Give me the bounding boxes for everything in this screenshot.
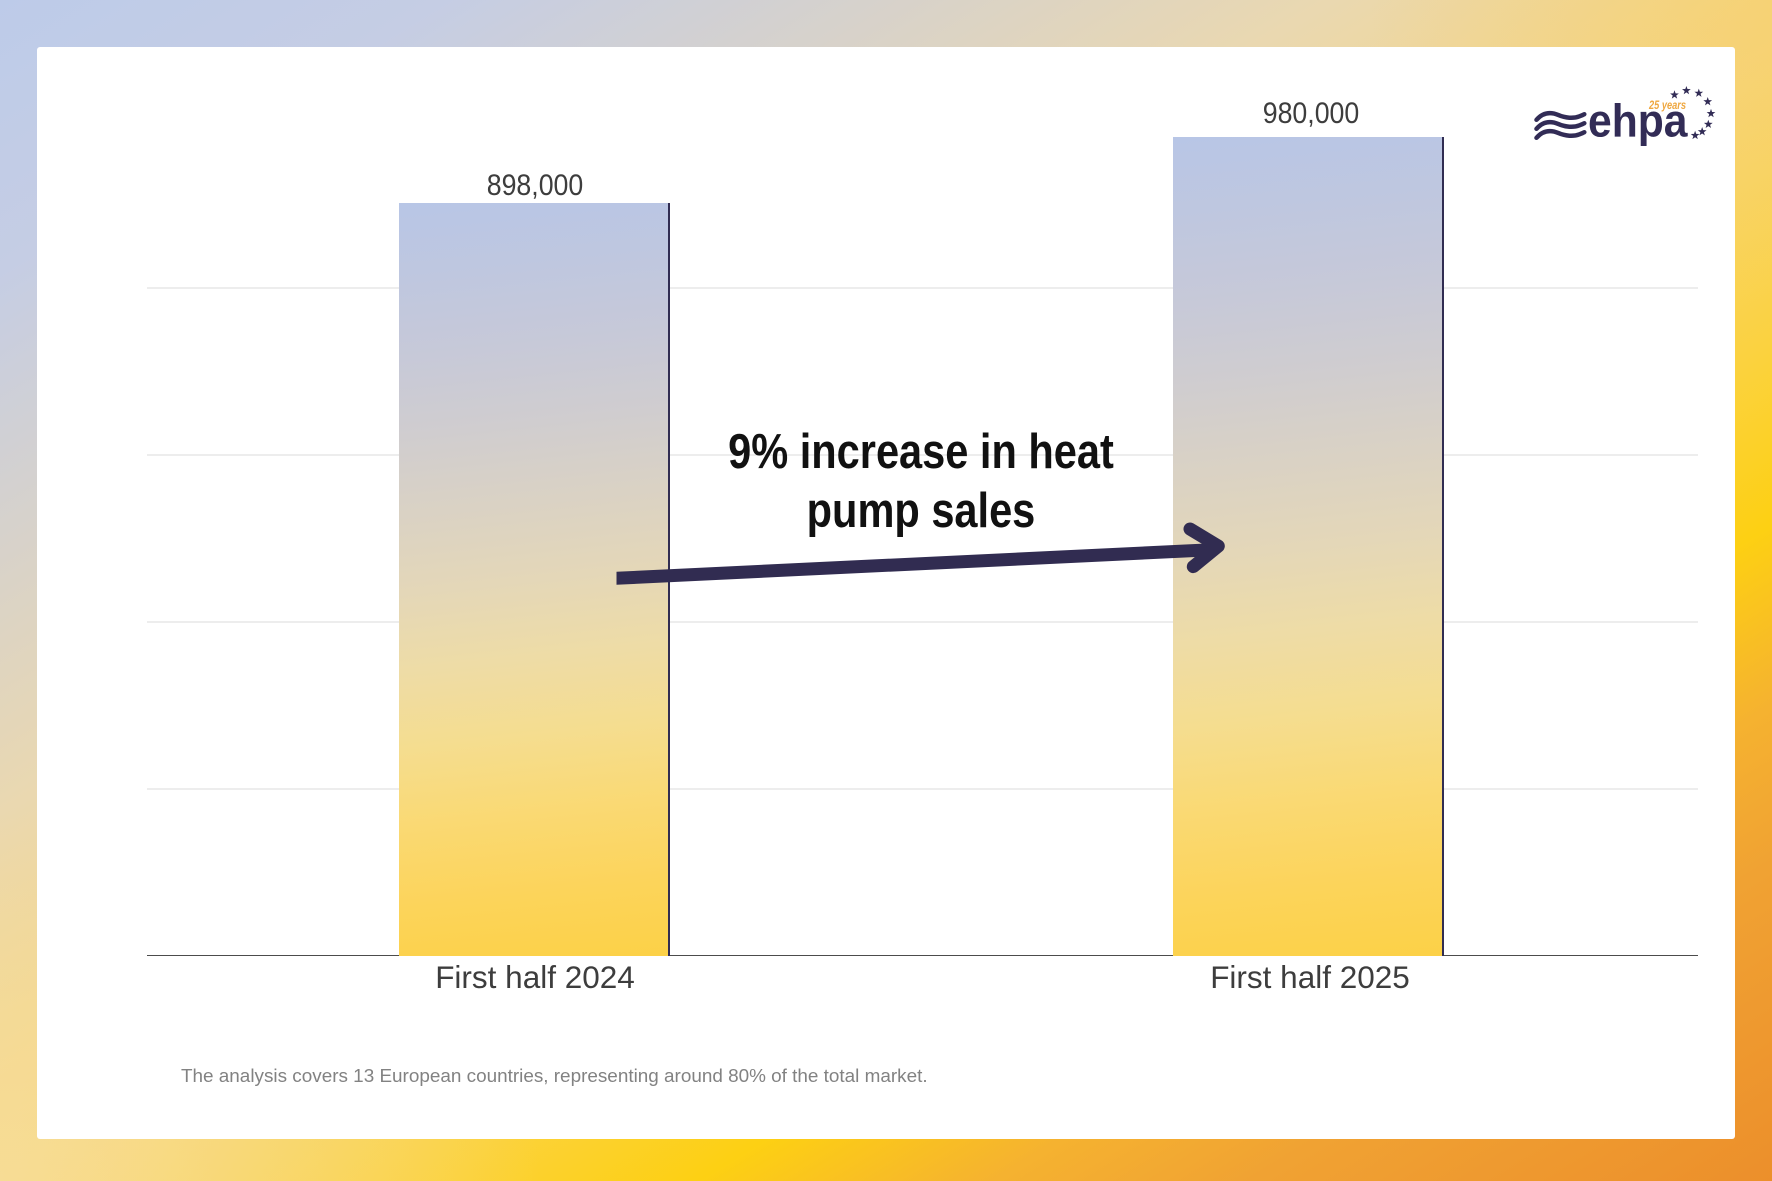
svg-text:ehpa: ehpa — [1588, 94, 1688, 146]
svg-text:25 years: 25 years — [1648, 100, 1686, 112]
